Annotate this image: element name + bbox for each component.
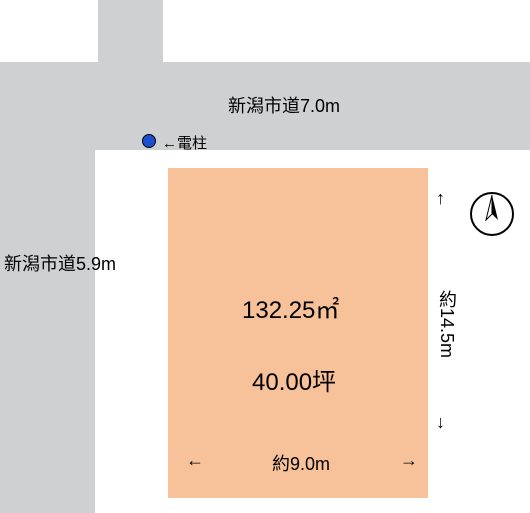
road-left [0,150,95,513]
dim-arrow-left-icon: ← [186,450,204,471]
road-block-topleft [98,0,163,62]
plot-area-tsubo: 40.00坪 [252,362,336,397]
lot-diagram: 新潟市道7.0m 新潟市道5.9m ←電柱 132.25㎡ 40.00坪 約9.… [0,0,530,513]
utility-pole-marker [142,134,156,148]
compass-icon [468,190,516,238]
dim-arrow-right-icon: → [400,450,418,471]
road-left-label: 新潟市道5.9m [4,250,116,276]
utility-pole-label: ←電柱 [162,132,207,153]
dim-arrow-down-icon: ↓ [436,412,445,433]
plot-area-m2: 132.25㎡ [242,290,339,325]
road-top-label: 新潟市道7.0m [228,92,340,118]
dim-arrow-up-icon: ↑ [436,188,445,209]
plot-area [168,168,428,498]
plot-height-label: 約14.5m [434,290,460,358]
plot-width-label: 約9.0m [272,450,330,476]
